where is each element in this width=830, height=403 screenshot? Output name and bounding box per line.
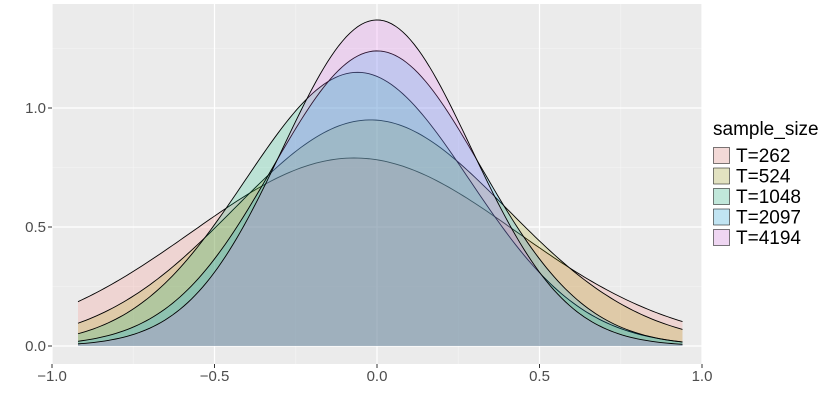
density-outline-t-2097 (77, 50, 683, 343)
legend-key-bg (713, 188, 730, 205)
x-tick-label: −0.5 (200, 368, 230, 385)
density-areas (77, 19, 683, 347)
density-outline-t-1048 (77, 71, 683, 343)
y-tick-label: 1.0 (25, 100, 46, 117)
x-tick-label: 1.0 (692, 368, 713, 385)
density-area-t-2097 (78, 50, 683, 346)
density-area-t-524 (78, 119, 683, 346)
y-axis: 0.0 0.5 1.0 (25, 100, 52, 355)
x-tick-label: 0.5 (529, 368, 550, 385)
legend-label: T=1048 (736, 187, 801, 208)
legend-label: T=2097 (736, 208, 801, 229)
legend-key (713, 147, 730, 164)
y-tick-label: 0.0 (25, 338, 46, 355)
legend-key-bg (713, 229, 730, 246)
legend-key (713, 188, 730, 205)
legend-key-bg (713, 147, 730, 164)
legend-label: T=4194 (736, 228, 801, 249)
legend-key-bg (713, 167, 730, 185)
density-outline-t-4194 (77, 19, 683, 345)
x-tick-label: −1.0 (37, 368, 67, 385)
legend-key (713, 208, 730, 226)
legend-key (713, 167, 730, 185)
legend-label: T=262 (736, 146, 790, 167)
density-area-t-262 (78, 157, 683, 346)
legend-key-bg (713, 208, 730, 226)
density-outline-t-524 (77, 119, 683, 330)
legend-label: T=524 (736, 167, 791, 188)
x-tick-label: 0.0 (367, 368, 388, 385)
density-area-t-1048 (78, 72, 683, 347)
y-tick-label: 0.5 (25, 219, 46, 236)
grid-major (51, 4, 703, 364)
legend-key (713, 229, 730, 246)
legend-title: sample_size (713, 119, 819, 140)
density-area-t-4194 (78, 19, 683, 346)
density-outline-t-262 (77, 157, 683, 322)
x-axis: −1.0 −0.5 0.0 0.5 1.0 (37, 364, 712, 385)
